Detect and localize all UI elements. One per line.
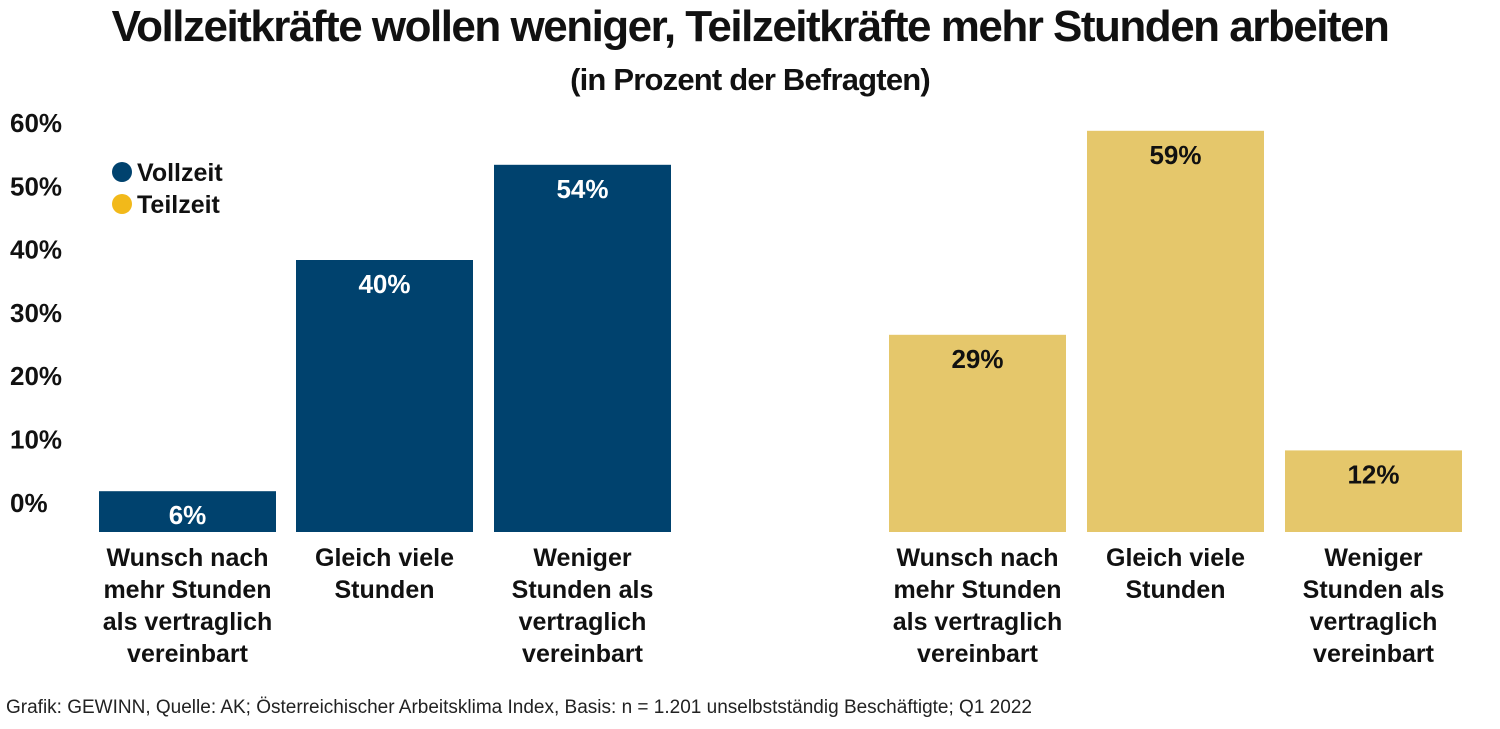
category-label-line: Gleich viele xyxy=(315,544,454,572)
y-tick-label: 50% xyxy=(10,171,62,201)
category-label-line: als vertraglich xyxy=(103,608,273,636)
legend-label-vollzeit: Vollzeit xyxy=(137,159,223,187)
value-label: 40% xyxy=(358,269,410,299)
category-label-line: Stunden xyxy=(1126,576,1226,604)
category-label-line: Stunden als xyxy=(512,576,654,604)
category-label-line: mehr Stunden xyxy=(103,576,271,604)
value-label: 54% xyxy=(556,174,608,204)
bar-vollzeit xyxy=(99,491,276,532)
value-label: 59% xyxy=(1149,140,1201,170)
category-label-line: Wunsch nach xyxy=(106,544,268,572)
value-label: 29% xyxy=(951,344,1003,374)
bar-teilzeit xyxy=(889,334,1066,532)
category-label-line: vertraglich xyxy=(519,608,647,636)
y-tick-label: 20% xyxy=(10,361,62,391)
category-label-line: vertraglich xyxy=(1310,608,1438,636)
category-label-line: vereinbart xyxy=(522,640,644,668)
category-label-line: mehr Stunden xyxy=(893,576,1061,604)
legend-marker-teilzeit xyxy=(112,194,132,214)
bar-teilzeit xyxy=(1285,450,1462,532)
category-label-line: Stunden als xyxy=(1303,576,1445,604)
category-label: Gleich viele Stunden xyxy=(1106,544,1245,604)
y-tick-label: 30% xyxy=(10,298,62,328)
category-label: Weniger Stunden als vertraglich vereinbart xyxy=(1303,544,1445,668)
category-label-line: Wunsch nach xyxy=(896,544,1058,572)
bar-vollzeit xyxy=(296,260,473,532)
chart-subtitle: (in Prozent der Befragten) xyxy=(570,62,931,97)
category-label-line: als vertraglich xyxy=(893,608,1063,636)
category-label-line: Gleich viele xyxy=(1106,544,1245,572)
value-label: 12% xyxy=(1347,459,1399,489)
category-label-line: Weniger xyxy=(533,544,631,572)
source-note: Grafik: GEWINN, Quelle: AK; Österreichis… xyxy=(6,697,1032,718)
y-tick-label: 0% xyxy=(10,488,48,518)
legend-label-teilzeit: Teilzeit xyxy=(137,191,221,219)
category-label-line: vereinbart xyxy=(127,640,249,668)
chart-title: Vollzeitkräfte wollen weniger, Teilzeitk… xyxy=(111,2,1390,51)
bar-teilzeit xyxy=(1087,130,1264,533)
category-label: Weniger Stunden als vertraglich vereinbart xyxy=(512,544,654,668)
category-label: Gleich viele Stunden xyxy=(315,544,454,604)
bar-vollzeit xyxy=(494,164,671,533)
category-label-line: vereinbart xyxy=(917,640,1039,668)
legend-marker-vollzeit xyxy=(112,162,132,182)
category-label-line: vereinbart xyxy=(1313,640,1435,668)
y-tick-label: 60% xyxy=(10,108,62,138)
category-label-line: Stunden xyxy=(335,576,435,604)
category-label: Wunsch nach mehr Stunden als vertraglich ve… xyxy=(103,544,273,668)
category-label: Wunsch nach mehr Stunden als vertraglich ve… xyxy=(893,544,1063,668)
y-tick-label: 10% xyxy=(10,425,62,455)
value-label: 6% xyxy=(169,500,207,530)
category-label-line: Weniger xyxy=(1324,544,1422,572)
y-tick-label: 40% xyxy=(10,235,62,265)
